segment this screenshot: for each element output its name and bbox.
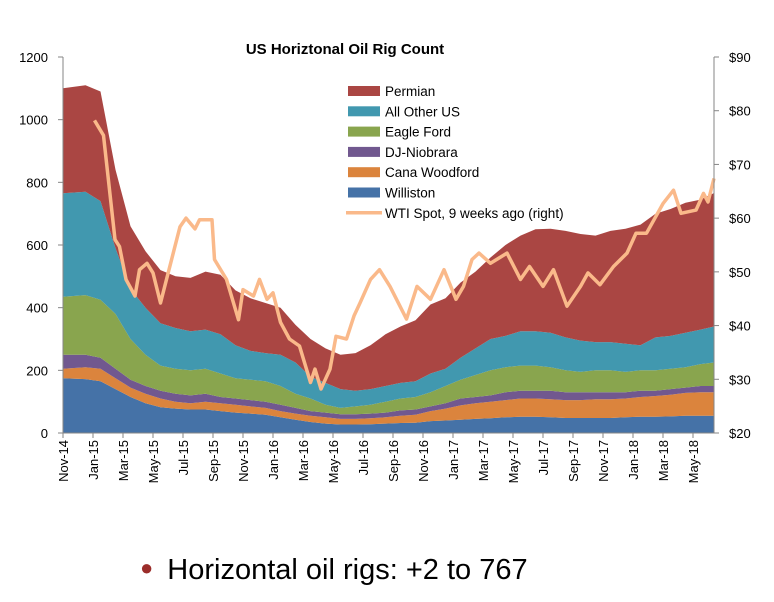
legend-label: Cana Woodford (385, 165, 479, 180)
y2-tick-label: $80 (729, 104, 751, 119)
legend-item: WTI Spot, 9 weeks ago (right) (346, 206, 564, 221)
x-tick-label: Nov-15 (236, 440, 251, 482)
area-all-other-us (63, 191, 714, 408)
y-tick-label: 800 (26, 175, 48, 190)
x-tick-label: Nov-17 (596, 440, 611, 482)
y-tick-label: 0 (41, 426, 48, 441)
x-tick-label: Sep-16 (386, 440, 401, 482)
x-tick-label: May-18 (686, 440, 701, 483)
area-dj-niobrara (63, 354, 714, 419)
y2-tick-label: $70 (729, 157, 751, 172)
x-tick-label: Jan-17 (446, 440, 461, 480)
x-tick-label: May-17 (506, 440, 521, 483)
x-tick-label: Sep-15 (206, 440, 221, 482)
legend-item: All Other US (348, 104, 460, 119)
y2-tick-label: $40 (729, 319, 751, 334)
legend-swatch (348, 146, 380, 157)
y2-tick-label: $90 (729, 50, 751, 65)
x-tick-label: Nov-16 (416, 440, 431, 482)
legend-label: Permian (385, 84, 435, 99)
y2-tick-label: $30 (729, 372, 751, 387)
legend-label: Williston (385, 186, 435, 201)
stacked-areas (63, 85, 714, 433)
legend-item: Permian (348, 84, 435, 99)
chart-title: US Horiztonal Oil Rig Count (246, 41, 444, 58)
x-tick-label: Mar-17 (476, 440, 491, 481)
x-tick-label: Jul-17 (536, 440, 551, 475)
x-tick-label: Mar-18 (656, 440, 671, 481)
y-tick-label: 600 (26, 238, 48, 253)
legend-label: Eagle Ford (385, 125, 451, 140)
x-tick-label: Jul-15 (176, 440, 191, 475)
axes: 0 200 400 600 800 1000 1200 $20 $30 $40 $50 $60 $70 $… (19, 50, 751, 483)
legend-swatch (348, 86, 380, 96)
x-tick-label: May-15 (146, 440, 161, 483)
summary-bullet: ● Horizontal oil rigs: +2 to 767 (140, 554, 528, 587)
summary-text: Horizontal oil rigs: +2 to 767 (167, 554, 528, 586)
legend-item: Eagle Ford (348, 125, 451, 140)
y2-tick-label: $50 (729, 265, 751, 280)
legend-swatch (348, 187, 380, 198)
x-tick-label: Jan-15 (86, 440, 101, 480)
legend-label: All Other US (385, 104, 460, 119)
wti-line-layer (92, 119, 716, 391)
legend-swatch (348, 106, 380, 117)
y-tick-label: 400 (26, 301, 48, 316)
area-williston (63, 378, 714, 433)
x-tick-label: Nov-14 (56, 440, 71, 482)
legend-swatch (348, 126, 380, 137)
x-tick-label: Mar-16 (296, 440, 311, 481)
area-cana-woodford (63, 367, 714, 425)
legend: Permian All Other US Eagle Ford DJ-Niobrara… (346, 84, 564, 221)
y-tick-label: 1200 (19, 50, 48, 65)
x-tick-label: May-16 (326, 440, 341, 483)
x-tick-label: Jan-16 (266, 440, 281, 480)
area-eagle-ford (63, 295, 714, 415)
wti-spot-line (92, 119, 716, 391)
y2-tick-label: $20 (729, 426, 751, 441)
legend-label: DJ-Niobrara (385, 145, 458, 160)
x-tick-label: Jan-18 (626, 440, 641, 480)
x-tick-label: Sep-17 (566, 440, 581, 482)
y2-tick-label: $60 (729, 211, 751, 226)
legend-item: Cana Woodford (348, 165, 479, 180)
legend-item: Williston (348, 186, 435, 201)
y-tick-label: 1000 (19, 113, 48, 128)
rig-count-chart: US Horiztonal Oil Rig Count 0 200 400 600 80… (19, 41, 751, 483)
legend-label: WTI Spot, 9 weeks ago (right) (385, 206, 564, 221)
x-tick-label: Mar-15 (116, 440, 131, 481)
y-tick-label: 200 (26, 363, 48, 378)
area-permian (63, 85, 714, 391)
bullet-dot-icon: ● (140, 555, 154, 580)
legend-item: DJ-Niobrara (348, 145, 458, 160)
x-tick-label: Jul-16 (356, 440, 371, 475)
legend-swatch (348, 167, 380, 178)
